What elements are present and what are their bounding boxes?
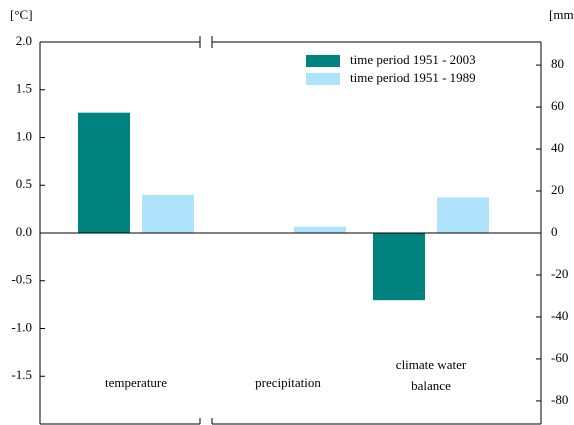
y-tick-label: 1.5	[16, 81, 32, 96]
y2-tick-label: 60	[551, 98, 564, 113]
y2-tick-label: -40	[551, 308, 568, 323]
legend-label: time period 1951 - 1989	[350, 70, 476, 85]
bar	[437, 197, 489, 233]
legend-swatch	[306, 55, 340, 67]
y2-tick-label: 40	[551, 140, 564, 155]
bar	[142, 194, 194, 233]
legend-swatch	[306, 73, 340, 85]
legend-label: time period 1951 - 2003	[350, 52, 476, 67]
y2-tick-label: 0	[551, 224, 558, 239]
y2-tick-label: 20	[551, 182, 564, 197]
y-tick-label: 0.0	[16, 224, 32, 239]
y-tick-label: 1.0	[16, 128, 32, 143]
y-axis-label: [°C]	[10, 7, 33, 22]
y-tick-label: 0.5	[16, 176, 32, 191]
bar	[373, 233, 425, 301]
y-tick-label: -1.5	[11, 367, 32, 382]
y2-tick-label: 80	[551, 56, 564, 71]
y-tick-label: -0.5	[11, 272, 32, 287]
bar	[78, 112, 130, 233]
x-tick-label: temperature	[104, 375, 168, 390]
y2-axis-label: [mm]	[549, 7, 574, 22]
bar	[294, 226, 346, 233]
x-tick-label: climate water balance	[395, 357, 467, 393]
y2-tick-label: -80	[551, 392, 568, 407]
y2-tick-label: -20	[551, 266, 568, 281]
x-tick-label: precipitation	[255, 375, 321, 390]
y2-tick-label: -60	[551, 350, 568, 365]
y-tick-label: -1.0	[11, 319, 32, 334]
y-tick-label: 2.0	[16, 33, 32, 48]
